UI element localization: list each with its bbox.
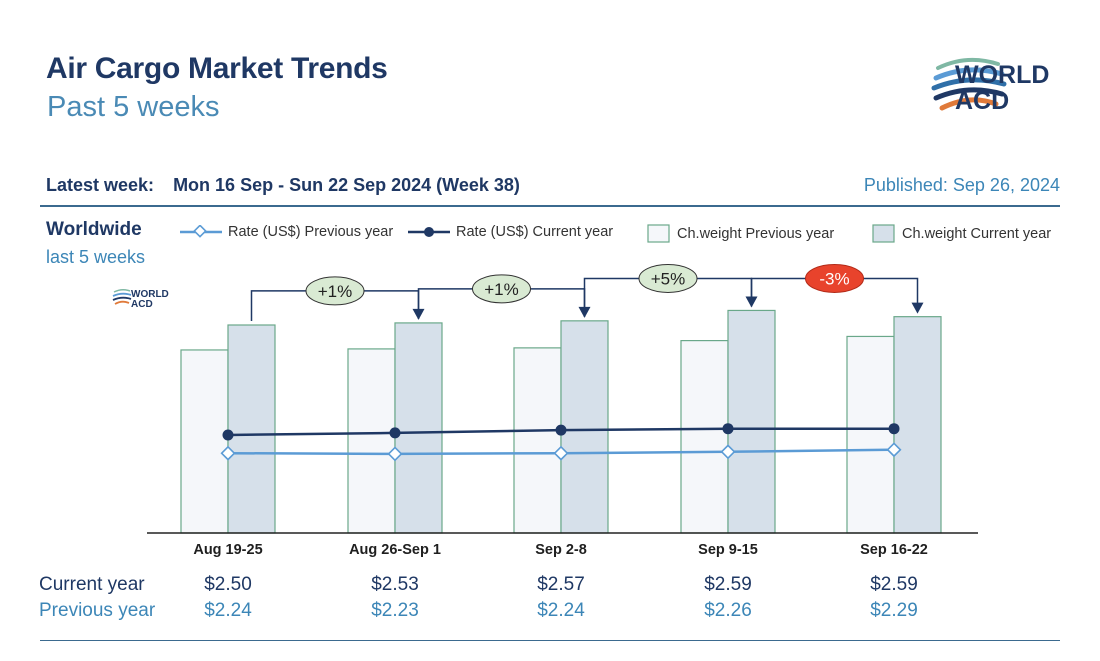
x-tick-label: Aug 19-25 xyxy=(193,542,263,558)
rate-current-value: $2.57 xyxy=(537,574,585,595)
change-arrow-icon xyxy=(911,302,924,314)
published-date: Published: Sep 26, 2024 xyxy=(863,175,1060,195)
legend-cw-cur-swatch xyxy=(872,224,895,243)
rate-cur-point xyxy=(389,427,401,439)
latest-week: Latest week: Mon 16 Sep - Sun 22 Sep 202… xyxy=(46,175,520,196)
change-badge-label: +5% xyxy=(651,269,686,288)
legend-rate-prev: Rate (US$) Previous year xyxy=(180,224,393,240)
latest-week-value: Mon 16 Sep - Sun 22 Sep 2024 (Week 38) xyxy=(173,175,520,195)
legend-cw-prev: Ch.weight Previous year xyxy=(647,224,834,244)
rate-previous-value: $2.29 xyxy=(870,600,918,621)
legend-rate-prev-marker xyxy=(180,225,222,238)
divider-top xyxy=(40,205,1060,207)
change-badge xyxy=(472,274,531,304)
change-badge xyxy=(305,276,365,306)
rate-previous-value: $2.23 xyxy=(371,600,419,621)
bar-prev-year xyxy=(680,340,729,534)
bar-prev-year xyxy=(846,335,895,534)
x-tick-label: Sep 16-22 xyxy=(860,542,928,558)
legend-rate-cur-marker xyxy=(408,227,450,237)
world-acd-logo xyxy=(931,57,1007,111)
rate-cur-point xyxy=(555,424,567,436)
change-badge xyxy=(638,263,698,293)
rate-current-value: $2.53 xyxy=(371,574,419,595)
legend-rate-cur: Rate (US$) Current year xyxy=(408,224,613,240)
rate-prev-point xyxy=(387,446,403,462)
small-logo-text: WORLD ACD xyxy=(131,289,169,310)
divider-bottom xyxy=(40,640,1060,641)
rate-current-value: $2.59 xyxy=(704,574,752,595)
bar-current-year xyxy=(394,322,443,534)
x-tick-label: Sep 2-8 xyxy=(535,542,587,558)
page-title: Air Cargo Market Trends xyxy=(46,52,388,85)
rate-prev-point xyxy=(886,442,902,458)
page-subtitle: Past 5 weeks xyxy=(47,91,220,123)
rate-previous-value: $2.26 xyxy=(704,600,752,621)
rate-prev-point xyxy=(220,445,236,461)
rate-current-value: $2.50 xyxy=(204,574,252,595)
x-tick-label: Sep 9-15 xyxy=(698,542,758,558)
rate-cur-point xyxy=(222,429,234,441)
bar-prev-year xyxy=(347,348,396,534)
legend-cw-prev-swatch xyxy=(647,224,670,243)
change-badge-label: +1% xyxy=(484,280,519,299)
change-badge-label: -3% xyxy=(819,269,849,288)
rate-cur-point xyxy=(888,423,900,435)
latest-week-label: Latest week: xyxy=(46,175,155,195)
rate-current-value: $2.59 xyxy=(870,574,918,595)
bar-current-year xyxy=(727,309,776,534)
bar-current-year xyxy=(560,320,609,534)
rate-prev-point xyxy=(720,444,736,460)
x-tick-label: Aug 26-Sep 1 xyxy=(349,542,441,558)
bar-prev-year xyxy=(180,349,229,534)
rate-previous-value: $2.24 xyxy=(204,600,252,621)
rate-previous-value: $2.24 xyxy=(537,600,585,621)
small-world-acd-logo xyxy=(112,288,132,305)
bar-prev-year xyxy=(513,347,562,534)
current-year-label: Current year xyxy=(39,574,145,595)
bar-current-year xyxy=(227,324,276,534)
bar-current-year xyxy=(893,316,942,534)
logo-text: WORLD ACD xyxy=(955,61,1050,115)
region-period: last 5 weeks xyxy=(46,247,146,267)
region-name: Worldwide xyxy=(46,219,142,240)
previous-year-label: Previous year xyxy=(39,600,156,621)
rate-cur-point xyxy=(722,423,734,435)
change-badge xyxy=(805,263,864,293)
legend-cw-cur: Ch.weight Current year xyxy=(872,224,1051,244)
change-badge-label: +1% xyxy=(318,282,353,301)
rate-prev-point xyxy=(553,445,569,461)
